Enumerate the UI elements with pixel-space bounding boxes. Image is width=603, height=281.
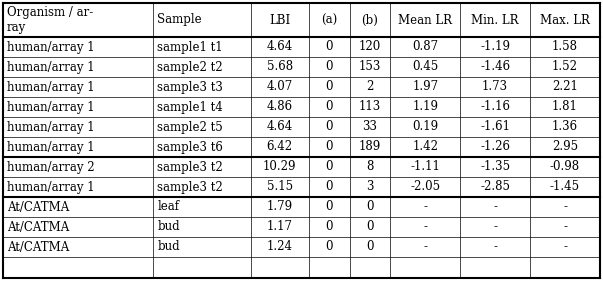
Text: -: -	[423, 201, 428, 214]
Text: 0: 0	[326, 121, 333, 133]
Text: 10.29: 10.29	[263, 160, 297, 173]
Text: (a): (a)	[321, 13, 337, 26]
Text: sample2 t5: sample2 t5	[157, 121, 223, 133]
Text: 0.45: 0.45	[412, 60, 438, 74]
Text: 120: 120	[359, 40, 381, 53]
Text: -: -	[563, 201, 567, 214]
Text: 1.97: 1.97	[412, 80, 438, 94]
Text: 153: 153	[359, 60, 381, 74]
Text: 0: 0	[326, 101, 333, 114]
Text: human/array 1: human/array 1	[7, 80, 95, 94]
Text: sample3 t2: sample3 t2	[157, 180, 223, 194]
Text: -: -	[563, 221, 567, 234]
Text: 1.42: 1.42	[412, 140, 438, 153]
Text: 2.21: 2.21	[552, 80, 578, 94]
Text: 0: 0	[326, 221, 333, 234]
Text: 1.81: 1.81	[552, 101, 578, 114]
Text: bud: bud	[157, 241, 180, 253]
Text: -1.26: -1.26	[480, 140, 510, 153]
Text: 0: 0	[326, 160, 333, 173]
Text: 1.36: 1.36	[552, 121, 578, 133]
Text: 4.64: 4.64	[267, 40, 293, 53]
Text: sample3 t6: sample3 t6	[157, 140, 223, 153]
Text: -: -	[493, 221, 497, 234]
Text: sample2 t2: sample2 t2	[157, 60, 223, 74]
Text: sample3 t2: sample3 t2	[157, 160, 223, 173]
Text: Sample: Sample	[157, 13, 202, 26]
Text: 0: 0	[326, 241, 333, 253]
Text: 0: 0	[326, 80, 333, 94]
Text: 1.17: 1.17	[267, 221, 292, 234]
Text: 4.64: 4.64	[267, 121, 293, 133]
Text: -1.35: -1.35	[480, 160, 510, 173]
Text: 1.58: 1.58	[552, 40, 578, 53]
Text: -2.05: -2.05	[410, 180, 440, 194]
Text: LBI: LBI	[269, 13, 290, 26]
Text: 0: 0	[326, 60, 333, 74]
Text: 0.87: 0.87	[412, 40, 438, 53]
Text: 4.07: 4.07	[267, 80, 293, 94]
Text: Min. LR: Min. LR	[472, 13, 519, 26]
Text: -1.61: -1.61	[480, 121, 510, 133]
Text: Max. LR: Max. LR	[540, 13, 590, 26]
Text: 0: 0	[326, 201, 333, 214]
Text: 0: 0	[366, 201, 374, 214]
Text: 5.68: 5.68	[267, 60, 292, 74]
Text: 1.52: 1.52	[552, 60, 578, 74]
Text: -2.85: -2.85	[480, 180, 510, 194]
Text: -1.16: -1.16	[480, 101, 510, 114]
Text: 1.79: 1.79	[267, 201, 292, 214]
Text: -: -	[493, 201, 497, 214]
Text: human/array 1: human/array 1	[7, 101, 95, 114]
Text: 189: 189	[359, 140, 381, 153]
Text: -: -	[563, 241, 567, 253]
Text: -1.19: -1.19	[480, 40, 510, 53]
Text: -: -	[423, 221, 428, 234]
Text: 8: 8	[366, 160, 374, 173]
Text: 1.24: 1.24	[267, 241, 292, 253]
Text: human/array 1: human/array 1	[7, 121, 95, 133]
Text: 0: 0	[326, 180, 333, 194]
Text: 6.42: 6.42	[267, 140, 292, 153]
Text: 3: 3	[366, 180, 374, 194]
Text: 0: 0	[326, 40, 333, 53]
Text: 33: 33	[362, 121, 377, 133]
Text: human/array 1: human/array 1	[7, 180, 95, 194]
Text: Mean LR: Mean LR	[398, 13, 452, 26]
Text: 2: 2	[366, 80, 374, 94]
Text: -0.98: -0.98	[550, 160, 580, 173]
Text: -: -	[493, 241, 497, 253]
Text: At/CATMA: At/CATMA	[7, 201, 69, 214]
Text: 0: 0	[326, 140, 333, 153]
Text: (b): (b)	[362, 13, 378, 26]
Text: sample1 t1: sample1 t1	[157, 40, 223, 53]
Text: leaf: leaf	[157, 201, 180, 214]
Text: sample1 t4: sample1 t4	[157, 101, 223, 114]
Text: human/array 1: human/array 1	[7, 40, 95, 53]
Text: Organism / ar-
ray: Organism / ar- ray	[7, 6, 93, 34]
Text: 4.86: 4.86	[267, 101, 292, 114]
Text: At/CATMA: At/CATMA	[7, 221, 69, 234]
Text: 1.73: 1.73	[482, 80, 508, 94]
Text: human/array 2: human/array 2	[7, 160, 95, 173]
Text: bud: bud	[157, 221, 180, 234]
Text: -: -	[423, 241, 428, 253]
Text: -1.46: -1.46	[480, 60, 510, 74]
Text: 0: 0	[366, 241, 374, 253]
Text: 0: 0	[366, 221, 374, 234]
Text: 113: 113	[359, 101, 381, 114]
Text: 2.95: 2.95	[552, 140, 578, 153]
Text: sample3 t3: sample3 t3	[157, 80, 223, 94]
Text: -1.11: -1.11	[410, 160, 440, 173]
Text: -1.45: -1.45	[550, 180, 580, 194]
Text: At/CATMA: At/CATMA	[7, 241, 69, 253]
Text: 5.15: 5.15	[267, 180, 292, 194]
Text: 1.19: 1.19	[412, 101, 438, 114]
Text: 0.19: 0.19	[412, 121, 438, 133]
Text: human/array 1: human/array 1	[7, 60, 95, 74]
Text: human/array 1: human/array 1	[7, 140, 95, 153]
